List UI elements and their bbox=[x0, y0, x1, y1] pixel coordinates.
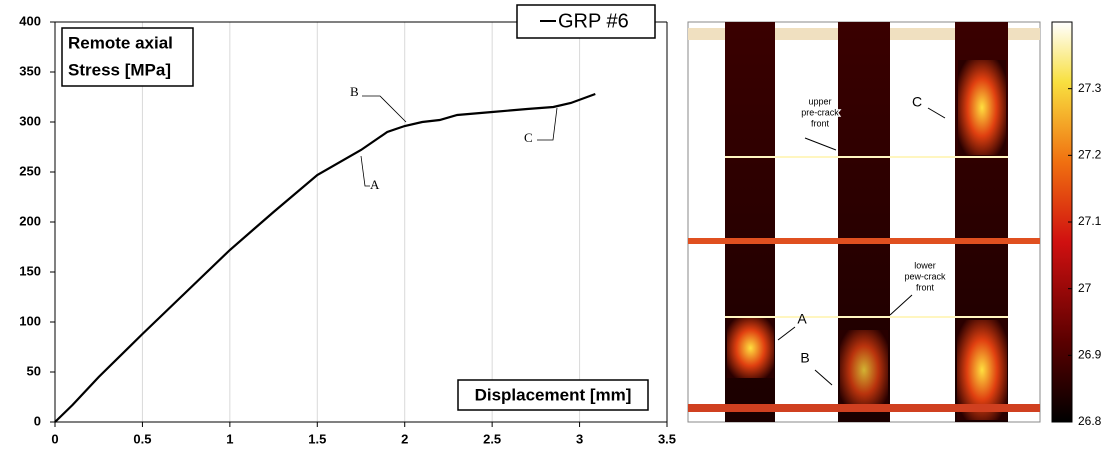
annotation-arrow bbox=[360, 155, 370, 187]
y-tick-label: 200 bbox=[19, 213, 41, 228]
annotation: A bbox=[370, 177, 380, 192]
image-annotation-arrow bbox=[814, 369, 833, 386]
annotation: B bbox=[350, 84, 359, 99]
y-label: Stress [MPa] bbox=[68, 60, 171, 79]
image-annotation-arrow bbox=[804, 137, 837, 151]
x-tick-label: 1 bbox=[226, 431, 233, 446]
annotation-arrow bbox=[537, 107, 558, 141]
x-tick-label: 3 bbox=[576, 431, 583, 446]
data-line bbox=[54, 92, 596, 423]
image-annotation: B bbox=[800, 350, 809, 366]
image-annotation: front bbox=[916, 282, 935, 292]
x-tick-label: 1.5 bbox=[308, 431, 326, 446]
x-tick-label: 2.5 bbox=[483, 431, 501, 446]
image-annotation: pre-crack bbox=[801, 107, 839, 117]
image-annotation-arrow bbox=[927, 107, 946, 119]
x-tick-label: 0.5 bbox=[133, 431, 151, 446]
annotation: C bbox=[524, 130, 533, 145]
y-tick-label: 0 bbox=[34, 413, 41, 428]
x-label-box bbox=[457, 379, 649, 411]
y-tick-label: 300 bbox=[19, 113, 41, 128]
y-tick-label: 100 bbox=[19, 313, 41, 328]
y-tick-label: 250 bbox=[19, 163, 41, 178]
image-annotation: C bbox=[912, 94, 922, 110]
colorbar-tick-label: 26.9 bbox=[1078, 348, 1102, 362]
colorbar-tick-label: 27.2 bbox=[1078, 148, 1102, 162]
image-annotation: upper bbox=[808, 96, 831, 106]
x-tick-label: 3.5 bbox=[658, 431, 676, 446]
image-annotation: pew-crack bbox=[904, 271, 946, 281]
x-tick-label: 2 bbox=[401, 431, 408, 446]
x-tick-label: 0 bbox=[51, 431, 58, 446]
y-label-box bbox=[61, 27, 194, 87]
y-tick-label: 400 bbox=[19, 13, 41, 28]
colorbar-tick-label: 27 bbox=[1078, 281, 1092, 295]
y-label: Remote axial bbox=[68, 33, 173, 52]
plot-area bbox=[55, 22, 667, 422]
colorbar-tick-label: 27.3 bbox=[1078, 81, 1102, 95]
colorbar-tick-label: 27.1 bbox=[1078, 214, 1102, 228]
legend-label: GRP #6 bbox=[558, 10, 629, 32]
thermal-image bbox=[687, 21, 1073, 423]
y-tick-label: 350 bbox=[19, 63, 41, 78]
image-annotation: lower bbox=[914, 260, 936, 270]
annotation-arrow bbox=[362, 95, 407, 123]
x-label: Displacement [mm] bbox=[475, 385, 632, 404]
colorbar-tick-label: 26.8 bbox=[1078, 414, 1102, 428]
y-tick-label: 150 bbox=[19, 263, 41, 278]
image-annotation: A bbox=[797, 311, 807, 327]
image-annotation: front bbox=[811, 118, 830, 128]
image-annotation-arrow bbox=[889, 294, 913, 316]
image-annotation-arrow bbox=[777, 326, 796, 341]
y-tick-label: 50 bbox=[27, 363, 41, 378]
